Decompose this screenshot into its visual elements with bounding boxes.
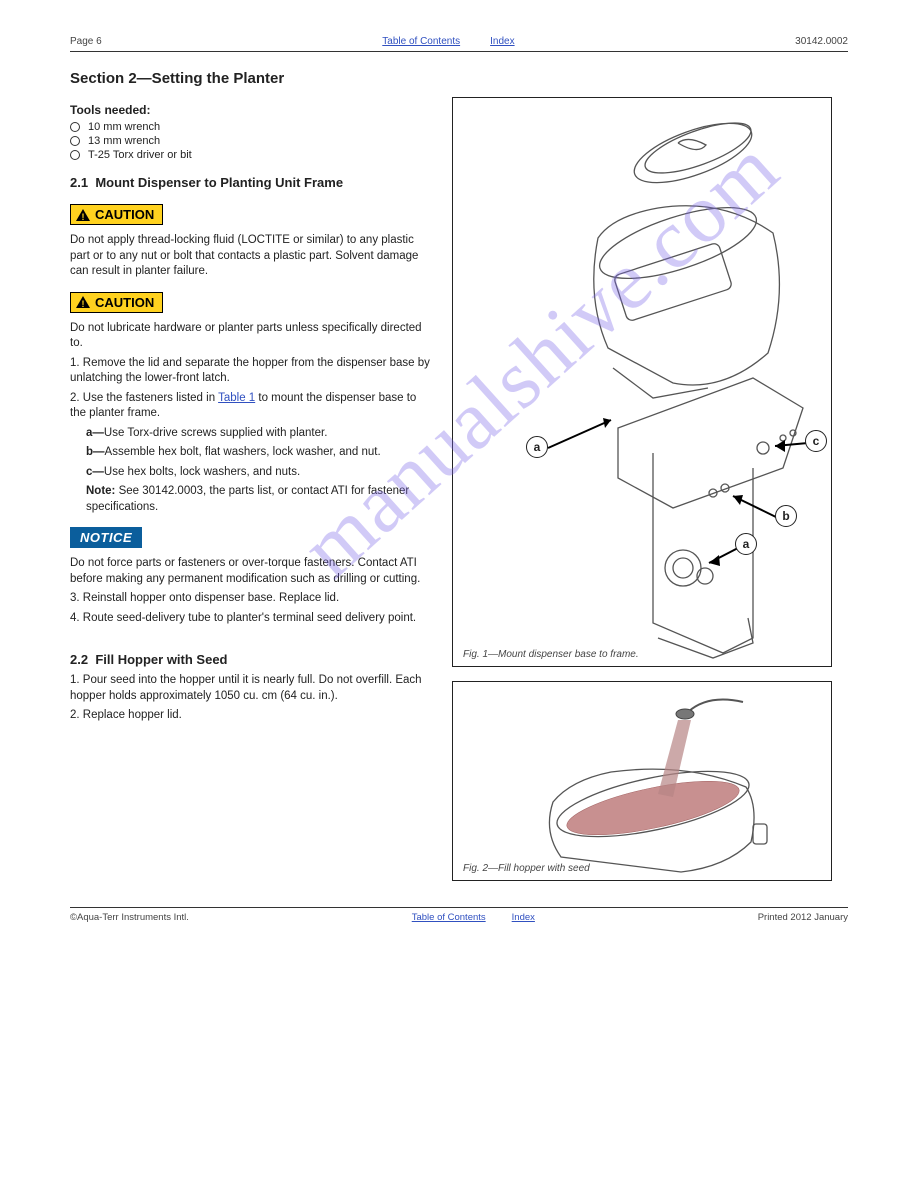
tool-item: T-25 Torx driver or bit: [70, 149, 430, 161]
caution-label: CAUTION: [95, 295, 154, 310]
header-rule: [70, 51, 848, 52]
tools-heading: Tools needed:: [70, 103, 430, 117]
step: 3. Reinstall hopper onto dispenser base.…: [70, 591, 430, 607]
tool-item: 13 mm wrench: [70, 135, 430, 147]
caution-text: Do not apply thread-locking fluid (LOCTI…: [70, 233, 430, 280]
step: 1. Remove the lid and separate the hoppe…: [70, 356, 430, 387]
subsection-heading: 2.2 Fill Hopper with Seed: [70, 652, 430, 667]
notice-badge: NOTICE: [70, 527, 142, 548]
circle-icon: [70, 136, 80, 146]
index-link[interactable]: Index: [490, 36, 514, 47]
caution-text: Do not lubricate hardware or planter par…: [70, 321, 430, 352]
step: 2. Replace hopper lid.: [70, 708, 430, 724]
callout-letter: a—: [86, 427, 104, 439]
callout-b: b: [775, 505, 797, 527]
callout-a: a: [526, 436, 548, 458]
left-column: Tools needed: 10 mm wrench 13 mm wrench …: [70, 97, 430, 881]
step-text: 2. Use the fasteners listed in: [70, 392, 218, 404]
copyright: ©Aqua-Terr Instruments Intl.: [70, 912, 189, 923]
callout-desc: c—Use hex bolts, lock washers, and nuts.: [86, 465, 430, 481]
callout-letter: c—: [86, 466, 104, 478]
footer-index-link[interactable]: Index: [512, 912, 535, 923]
page-number: Page 6: [70, 36, 102, 47]
tools-list: 10 mm wrench 13 mm wrench T-25 Torx driv…: [70, 121, 430, 161]
note: Note: See 30142.0003, the parts list, or…: [86, 484, 430, 515]
callout-letter: b—: [86, 446, 105, 458]
tool-label: T-25 Torx driver or bit: [88, 149, 192, 161]
sec-title: Mount Dispenser to Planting Unit Frame: [95, 175, 343, 190]
subsection-heading: 2.1 Mount Dispenser to Planting Unit Fra…: [70, 175, 430, 190]
svg-text:!: !: [82, 299, 85, 309]
step: 2. Use the fasteners listed in Table 1 t…: [70, 391, 430, 422]
tool-label: 10 mm wrench: [88, 121, 160, 133]
callout-desc: a—Use Torx-drive screws supplied with pl…: [86, 426, 430, 442]
circle-icon: [70, 150, 80, 160]
section-title: Section 2—Setting the Planter: [70, 70, 848, 87]
step: 4. Route seed-delivery tube to planter's…: [70, 611, 430, 627]
callout-text: Assemble hex bolt, flat washers, lock wa…: [105, 446, 381, 458]
sec-num: 2.2: [70, 652, 88, 667]
notice-text: Do not force parts or fasteners or over-…: [70, 556, 430, 587]
table-link[interactable]: Table 1: [218, 392, 255, 404]
callout-text: Use hex bolts, lock washers, and nuts.: [104, 466, 300, 478]
footer-toc-link[interactable]: Table of Contents: [412, 912, 486, 923]
figure-caption: Fig. 2—Fill hopper with seed: [463, 863, 590, 874]
tool-label: 13 mm wrench: [88, 135, 160, 147]
warning-icon: !: [75, 295, 91, 309]
caution-badge: ! CAUTION: [70, 204, 163, 225]
step: 1. Pour seed into the hopper until it is…: [70, 673, 430, 704]
footer-row: ©Aqua-Terr Instruments Intl. Table of Co…: [70, 912, 848, 923]
note-text: See 30142.0003, the parts list, or conta…: [86, 485, 409, 513]
fill-hopper-diagram: [453, 682, 832, 881]
figure-1: a c b a Fig. 1—Mount dispenser base to f…: [452, 97, 832, 667]
doc-code: 30142.0002: [795, 36, 848, 47]
tool-item: 10 mm wrench: [70, 121, 430, 133]
figure-2: Fig. 2—Fill hopper with seed: [452, 681, 832, 881]
right-column: a c b a Fig. 1—Mount dispenser base to f…: [452, 97, 848, 881]
sec-num: 2.1: [70, 175, 88, 190]
sec-title: Fill Hopper with Seed: [95, 652, 227, 667]
callout-desc: b—Assemble hex bolt, flat washers, lock …: [86, 445, 430, 461]
callout-a2: a: [735, 533, 757, 555]
svg-text:!: !: [82, 212, 85, 222]
callout-text: Use Torx-drive screws supplied with plan…: [104, 427, 328, 439]
callout-c: c: [805, 430, 827, 452]
footer-rule: [70, 907, 848, 908]
circle-icon: [70, 122, 80, 132]
warning-icon: !: [75, 208, 91, 222]
exploded-diagram: [453, 98, 832, 667]
toc-link[interactable]: Table of Contents: [382, 36, 460, 47]
figure-caption: Fig. 1—Mount dispenser base to frame.: [463, 649, 639, 660]
print-date: Printed 2012 January: [758, 912, 848, 923]
caution-label: CAUTION: [95, 207, 154, 222]
notice-label: NOTICE: [80, 530, 132, 545]
header-row: Page 6 Table of Contents Index 30142.000…: [70, 36, 848, 47]
caution-badge: ! CAUTION: [70, 292, 163, 313]
